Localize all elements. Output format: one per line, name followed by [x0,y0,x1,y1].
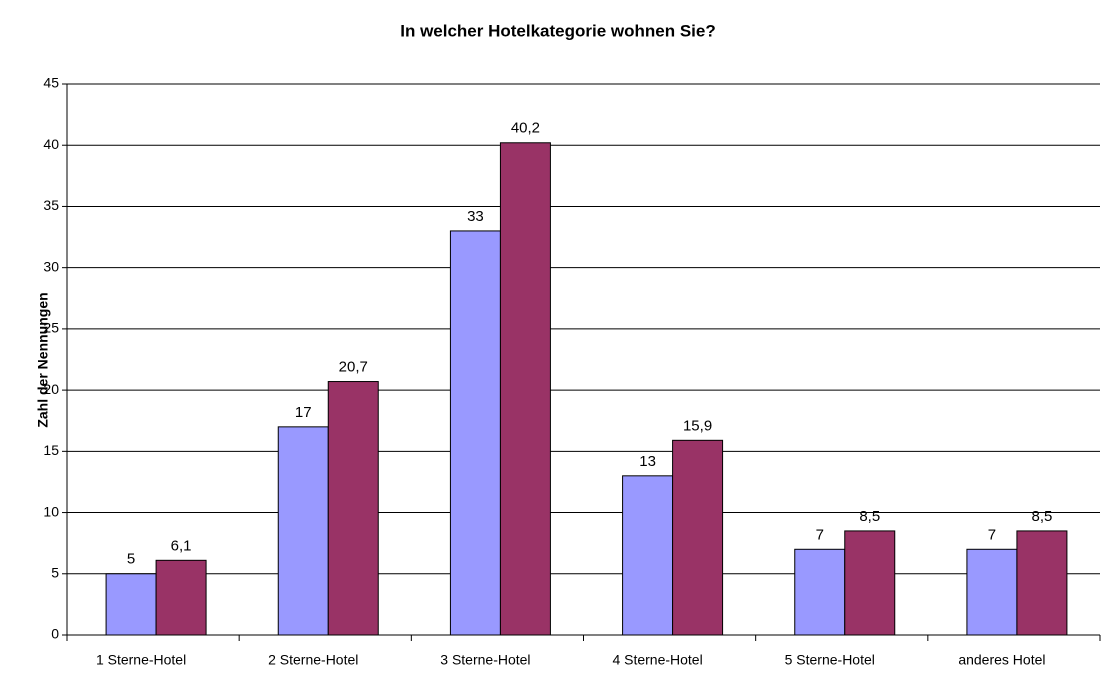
data-label: 7 [988,526,996,543]
chart-title: In welcher Hotelkategorie wohnen Sie? [400,21,716,40]
bar [1016,530,1068,636]
data-label: 40,2 [511,120,540,137]
data-label: 13 [639,453,656,470]
x-tick-label: anderes Hotel [958,652,1045,668]
y-tick-label: 5 [51,564,59,580]
y-axis-label: Zahl der Nennungen [35,292,51,427]
bar [966,548,1018,636]
data-label: 17 [295,404,312,421]
data-label: 15,9 [683,417,712,434]
data-label: 20,7 [339,359,368,376]
bar [794,548,846,636]
y-tick-label: 40 [43,136,59,152]
y-tick-label: 15 [43,442,59,458]
data-label: 6,1 [171,537,192,554]
y-tick-label: 30 [43,258,59,274]
y-tick-label: 45 [43,75,59,91]
bar [844,530,896,636]
bar [622,475,674,636]
data-label: 8,5 [1031,508,1052,525]
x-tick-label: 3 Sterne-Hotel [440,652,530,668]
bar [499,142,551,636]
data-label: 7 [816,526,824,543]
y-tick-label: 25 [43,320,59,336]
data-label: 33 [467,208,484,225]
bar [672,439,724,636]
y-tick-label: 10 [43,503,59,519]
bar [105,573,157,636]
y-tick-label: 35 [43,197,59,213]
x-tick-label: 5 Sterne-Hotel [785,652,875,668]
bar [327,381,379,636]
bar [277,426,329,636]
x-tick-label: 1 Sterne-Hotel [96,652,186,668]
y-tick-label: 0 [51,626,59,642]
data-label: 5 [127,551,135,568]
x-tick-label: 4 Sterne-Hotel [612,652,702,668]
bar [155,559,207,636]
data-label: 8,5 [859,508,880,525]
y-tick-label: 20 [43,381,59,397]
x-tick-label: 2 Sterne-Hotel [268,652,358,668]
bar [449,230,501,636]
